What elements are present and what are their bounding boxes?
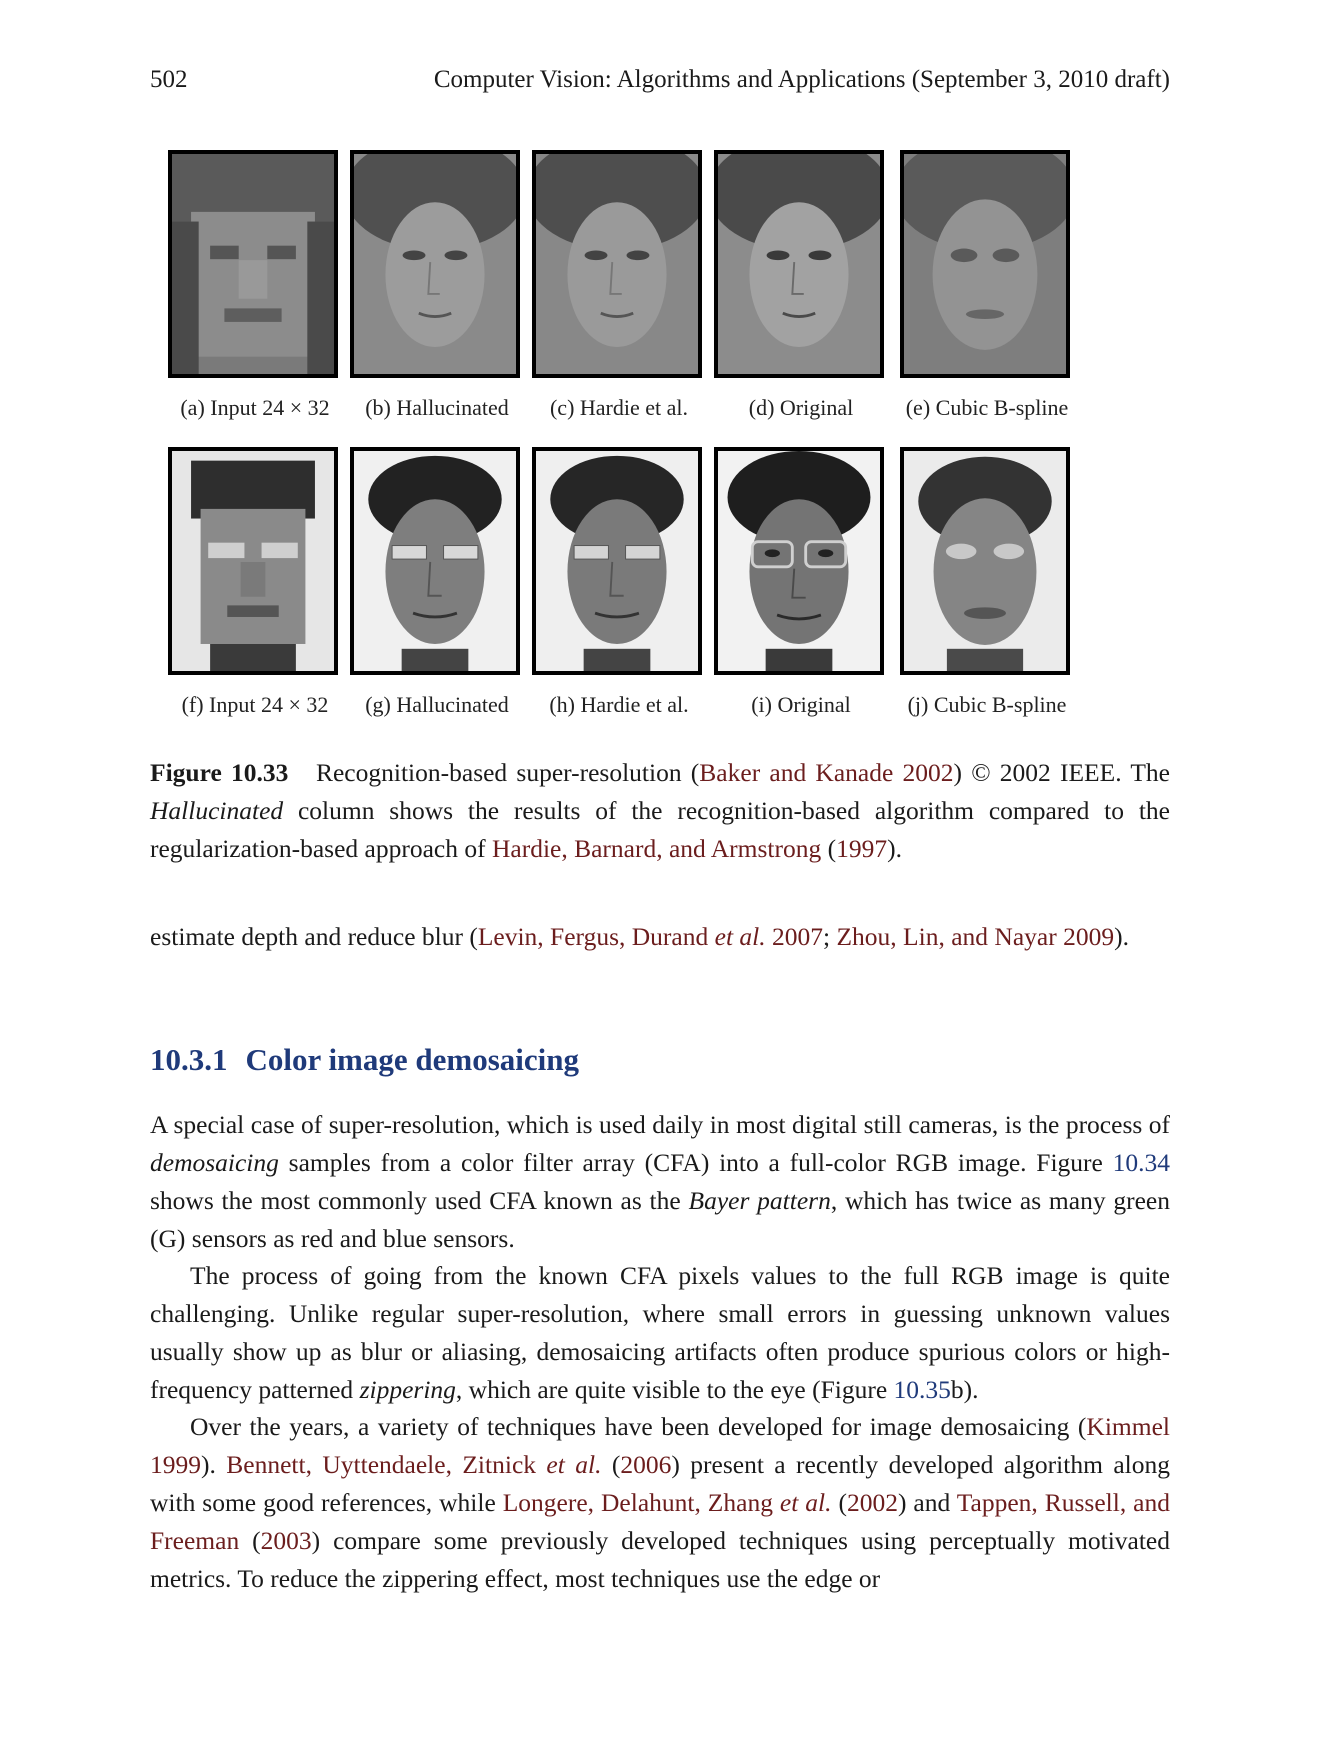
- body-paragraph: The process of going from the known CFA …: [150, 1257, 1170, 1409]
- citation-link[interactable]: Bennett, Uyttendaele, Zitnick et al.: [226, 1450, 601, 1479]
- paragraph-text: (: [239, 1526, 261, 1555]
- paragraph-text: (: [601, 1450, 621, 1479]
- figure-label: Figure 10.33: [150, 758, 289, 787]
- paragraph-text: A special case of super-resolution, whic…: [150, 1110, 1170, 1139]
- citation-link[interactable]: Tappen, Russell, and Freeman: [150, 1488, 1170, 1555]
- face-image-j-bspline: [900, 447, 1070, 675]
- term-emphasis: demosaicing: [150, 1148, 279, 1177]
- citation-link[interactable]: Baker and Kanade 2002: [699, 758, 954, 787]
- citation-link[interactable]: 2006: [620, 1450, 672, 1479]
- face-image-a-input: [168, 150, 338, 378]
- term-emphasis: zippering: [359, 1375, 456, 1404]
- section-heading: 10.3.1 Color image demosaicing: [150, 1042, 579, 1078]
- citation-link[interactable]: 2003: [260, 1526, 312, 1555]
- subcaption-f: (f) Input 24 × 32: [181, 692, 329, 717]
- caption-text: (: [821, 834, 837, 863]
- paragraph-text: shows the most commonly used CFA known a…: [150, 1186, 689, 1215]
- paragraph-text: Over the years, a variety of techniques …: [190, 1412, 1087, 1441]
- subcaption-g: (g) Hallucinated: [365, 692, 509, 717]
- caption-text: Recognition-based super-resolution (: [315, 758, 700, 787]
- paragraph-text: , which are quite visible to the eye (Fi…: [455, 1375, 894, 1404]
- paragraph-text: ).: [1114, 922, 1129, 951]
- caption-text: ).: [887, 834, 903, 863]
- citation-link[interactable]: 2002: [846, 1488, 898, 1517]
- citation-text: Levin, Fergus, Durand: [477, 922, 715, 951]
- body-paragraph: A special case of super-resolution, whic…: [150, 1106, 1170, 1258]
- face-image-b-hallucinated: [350, 150, 520, 378]
- paragraph-text: ) present a recently developed algorithm…: [150, 1450, 1170, 1517]
- subcaption-j: (j) Cubic B-spline: [907, 692, 1067, 717]
- page-number: 502: [150, 66, 188, 93]
- paragraph-text: The process of going from the known CFA …: [150, 1261, 1170, 1404]
- citation-emphasis: et al.: [546, 1450, 602, 1479]
- paragraph-text: (: [831, 1488, 847, 1517]
- subcaption-h: (h) Hardie et al.: [549, 692, 689, 717]
- subcaption-e: (e) Cubic B-spline: [905, 395, 1069, 420]
- section-title: Color image demosaicing: [245, 1042, 580, 1077]
- citation-year: 2007: [765, 922, 823, 951]
- paragraph-text: ;: [823, 922, 837, 951]
- citation-link[interactable]: 1997: [836, 834, 888, 863]
- paragraph-text: samples from a color filter array (CFA) …: [278, 1148, 1113, 1177]
- figure-ref-link[interactable]: 10.34: [1112, 1148, 1170, 1177]
- citation-emphasis: et al.: [714, 922, 766, 951]
- citation-link[interactable]: Zhou, Lin, and Nayar 2009: [836, 922, 1115, 951]
- citation-link[interactable]: Longere, Delahunt, Zhang et al.: [503, 1488, 832, 1517]
- face-image-i-original: [714, 447, 884, 675]
- paragraph-text: ) and: [897, 1488, 957, 1517]
- face-image-d-original: [714, 150, 884, 378]
- subcaption-c: (c) Hardie et al.: [549, 395, 689, 420]
- face-image-h-hardie: [532, 447, 702, 675]
- paragraph-text: b).: [950, 1375, 979, 1404]
- figure-row-1-captions: (a) Input 24 × 32 (b) Hallucinated (c) H…: [150, 395, 1170, 425]
- face-image-g-hallucinated: [350, 447, 520, 675]
- figure-caption: Figure 10.33 Recognition-based super-res…: [150, 754, 1170, 868]
- subcaption-i: (i) Original: [751, 692, 851, 717]
- paragraph-text: ).: [201, 1450, 227, 1479]
- citation-link[interactable]: Hardie, Barnard, and Armstrong: [491, 834, 822, 863]
- face-image-e-bspline: [900, 150, 1070, 378]
- caption-text: column shows the results of the recognit…: [150, 796, 1170, 863]
- running-title: Computer Vision: Algorithms and Applicat…: [433, 66, 1170, 93]
- page-header: 502 Computer Vision: Algorithms and Appl…: [150, 66, 1170, 100]
- face-image-c-hardie: [532, 150, 702, 378]
- body-paragraph: estimate depth and reduce blur (Levin, F…: [150, 918, 1170, 956]
- paragraph-text: ) compare some previously developed tech…: [150, 1526, 1170, 1593]
- figure-row-2-captions: (f) Input 24 × 32 (g) Hallucinated (h) H…: [150, 692, 1170, 722]
- term-emphasis: Bayer pattern: [688, 1186, 831, 1215]
- caption-text: ) © 2002 IEEE. The: [953, 758, 1170, 787]
- citation-emphasis: et al.: [779, 1488, 832, 1517]
- paragraph-text: estimate depth and reduce blur (: [150, 922, 478, 951]
- subcaption-b: (b) Hallucinated: [365, 395, 509, 420]
- section-number: 10.3.1: [150, 1042, 228, 1077]
- figure-ref-link[interactable]: 10.35: [893, 1375, 951, 1404]
- citation-text: Longere, Delahunt, Zhang: [502, 1488, 780, 1517]
- face-image-f-input: [168, 447, 338, 675]
- subcaption-d: (d) Original: [748, 395, 854, 420]
- paragraph-text: , which has twice as many green (G) sens…: [150, 1186, 1170, 1253]
- citation-link[interactable]: Kimmel 1999: [150, 1412, 1170, 1479]
- figure-row-2: [168, 447, 1168, 682]
- citation-link[interactable]: Levin, Fergus, Durand et al. 2007: [478, 922, 823, 951]
- body-paragraph: Over the years, a variety of techniques …: [150, 1408, 1170, 1598]
- citation-text: Bennett, Uyttendaele, Zitnick: [226, 1450, 547, 1479]
- figure-row-1: [168, 150, 1168, 385]
- caption-emphasis: Hallucinated: [150, 796, 284, 825]
- subcaption-a: (a) Input 24 × 32: [180, 395, 330, 420]
